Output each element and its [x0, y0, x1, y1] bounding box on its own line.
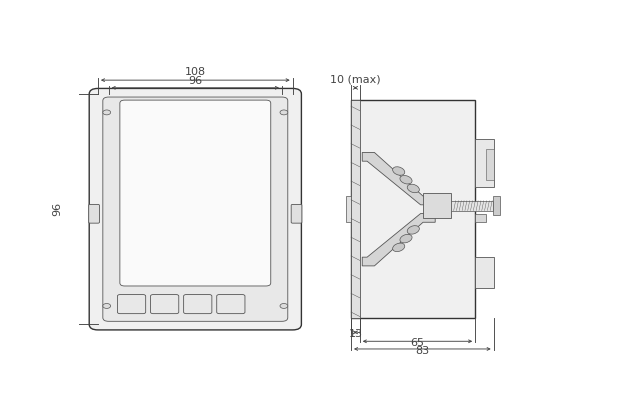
- FancyBboxPatch shape: [89, 89, 301, 330]
- Bar: [452, 201, 492, 211]
- Ellipse shape: [407, 184, 420, 193]
- Text: 96: 96: [188, 76, 202, 86]
- Circle shape: [103, 110, 111, 115]
- Bar: [475, 214, 486, 222]
- Polygon shape: [362, 213, 435, 266]
- Ellipse shape: [392, 243, 405, 252]
- Bar: [346, 196, 351, 222]
- FancyBboxPatch shape: [117, 294, 146, 314]
- Ellipse shape: [407, 226, 420, 234]
- FancyBboxPatch shape: [183, 294, 212, 314]
- Text: 10 (max): 10 (max): [330, 75, 381, 85]
- Circle shape: [280, 110, 288, 115]
- Bar: [475, 257, 494, 288]
- FancyBboxPatch shape: [89, 204, 99, 223]
- Text: 65: 65: [411, 338, 425, 348]
- FancyBboxPatch shape: [217, 294, 245, 314]
- FancyBboxPatch shape: [291, 204, 302, 223]
- Ellipse shape: [400, 234, 412, 243]
- Bar: [475, 139, 494, 188]
- Ellipse shape: [400, 176, 412, 184]
- FancyBboxPatch shape: [103, 97, 288, 321]
- Bar: [492, 196, 501, 215]
- FancyBboxPatch shape: [151, 294, 179, 314]
- Polygon shape: [362, 152, 435, 205]
- Bar: [486, 149, 494, 180]
- Text: 13: 13: [349, 329, 362, 339]
- Bar: [351, 100, 475, 318]
- Bar: [351, 100, 360, 318]
- Ellipse shape: [392, 167, 405, 175]
- FancyBboxPatch shape: [120, 100, 271, 286]
- Circle shape: [280, 304, 288, 308]
- Bar: [423, 194, 452, 218]
- Circle shape: [103, 304, 111, 308]
- Text: 108: 108: [185, 67, 206, 77]
- Text: 96: 96: [53, 202, 62, 216]
- Text: 83: 83: [415, 346, 430, 356]
